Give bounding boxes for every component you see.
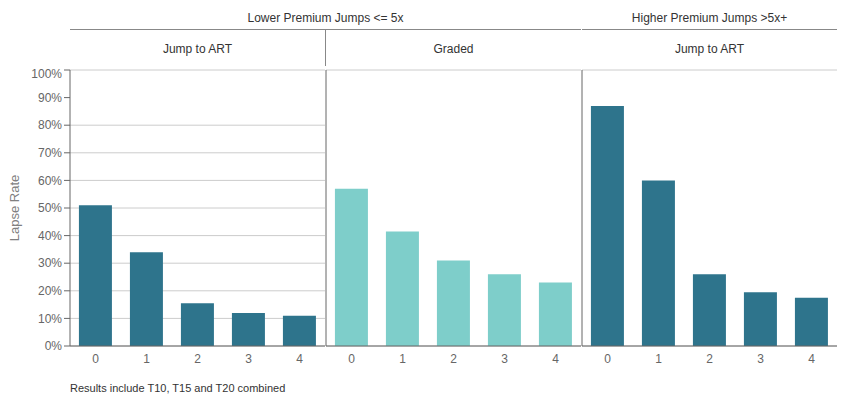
svg-text:1: 1 (143, 352, 150, 366)
html-text:Graded: Graded (433, 42, 474, 56)
svg-text:0: 0 (348, 352, 355, 366)
svg-text:1: 1 (399, 352, 406, 366)
svg-text:2: 2 (706, 352, 713, 366)
svg-text:3: 3 (501, 352, 508, 366)
html-text:Higher Premium Jumps >5x+: Higher Premium Jumps >5x+ (631, 11, 788, 25)
html-text:Jump to ART: Jump to ART (674, 42, 745, 56)
svg-text:100%: 100% (31, 67, 62, 81)
svg-text:2: 2 (194, 352, 201, 366)
html-text:Jump to ART: Jump to ART (162, 42, 233, 56)
svg-text:4: 4 (552, 352, 559, 366)
svg-text:0%: 0% (45, 339, 63, 353)
html-text:Lower Premium Jumps <= 5x: Lower Premium Jumps <= 5x (247, 11, 404, 25)
svg-text:3: 3 (757, 352, 764, 366)
svg-text:1: 1 (655, 352, 662, 366)
svg-text:90%: 90% (38, 91, 62, 105)
svg-text:70%: 70% (38, 146, 62, 160)
svg-text:4: 4 (808, 352, 815, 366)
svg-text:50%: 50% (38, 201, 62, 215)
svg-text:40%: 40% (38, 229, 62, 243)
svg-text:20%: 20% (38, 284, 62, 298)
svg-text:10%: 10% (38, 312, 62, 326)
svg-text:0: 0 (604, 352, 611, 366)
svg-text:30%: 30% (38, 256, 62, 270)
svg-text:Lapse Rate: Lapse Rate (8, 175, 22, 242)
svg-text:0: 0 (92, 352, 99, 366)
html-text:Results include T10, T15 and T: Results include T10, T15 and T20 combine… (70, 382, 286, 394)
svg-text:3: 3 (245, 352, 252, 366)
svg-text:60%: 60% (38, 174, 62, 188)
svg-text:80%: 80% (38, 118, 62, 132)
svg-text:2: 2 (450, 352, 457, 366)
svg-text:4: 4 (296, 352, 303, 366)
